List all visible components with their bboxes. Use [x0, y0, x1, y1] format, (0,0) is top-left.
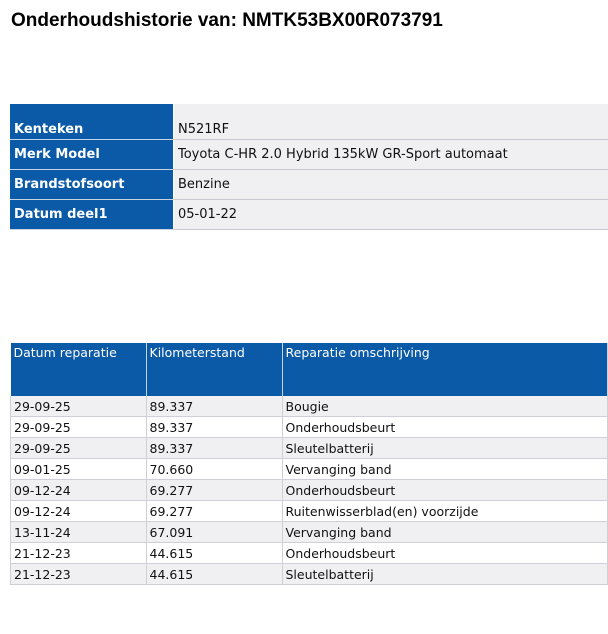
kilometerstand-cell: 44.615 — [146, 563, 283, 585]
table-row: 13-11-24 67.091 Vervanging band — [10, 521, 608, 543]
info-row-merk-model: Merk Model Toyota C-HR 2.0 Hybrid 135kW G… — [10, 139, 608, 170]
kilometerstand-cell: 44.615 — [146, 542, 283, 564]
omschrijving-cell: Ruitenwisserblad(en) voorzijde — [282, 500, 608, 522]
kilometerstand-cell: 67.091 — [146, 521, 283, 543]
table-row: 09-12-24 69.277 Onderhoudsbeurt — [10, 479, 608, 501]
info-value: N521RF — [173, 104, 608, 140]
omschrijving-cell: Onderhoudsbeurt — [282, 479, 608, 501]
kilometerstand-cell: 69.277 — [146, 500, 283, 522]
page-title: Onderhoudshistorie van: NMTK53BX00R07379… — [11, 10, 443, 31]
datum-cell: 21-12-23 — [10, 542, 147, 564]
info-label: Datum deel1 — [10, 199, 174, 230]
table-row: 29-09-25 89.337 Bougie — [10, 396, 608, 417]
datum-cell: 09-12-24 — [10, 479, 147, 501]
kilometerstand-cell: 89.337 — [146, 396, 283, 417]
datum-cell: 13-11-24 — [10, 521, 147, 543]
kilometerstand-cell: 69.277 — [146, 479, 283, 501]
column-header-omschrijving: Reparatie omschrijving — [282, 343, 608, 396]
column-header-kilometerstand: Kilometerstand — [146, 343, 283, 396]
kilometerstand-cell: 70.660 — [146, 458, 283, 480]
omschrijving-cell: Onderhoudsbeurt — [282, 416, 608, 438]
table-row: 29-09-25 89.337 Sleutelbatterij — [10, 437, 608, 459]
kilometerstand-cell: 89.337 — [146, 437, 283, 459]
omschrijving-cell: Vervanging band — [282, 521, 608, 543]
datum-cell: 09-12-24 — [10, 500, 147, 522]
datum-cell: 09-01-25 — [10, 458, 147, 480]
info-label: Brandstofsoort — [10, 169, 174, 200]
vehicle-info-table: Kenteken N521RF Merk Model Toyota C-HR 2.0… — [10, 104, 608, 230]
info-value: Benzine — [173, 169, 608, 200]
datum-cell: 29-09-25 — [10, 416, 147, 438]
table-row: 21-12-23 44.615 Sleutelbatterij — [10, 563, 608, 585]
omschrijving-cell: Onderhoudsbeurt — [282, 542, 608, 564]
info-row-datum-deel1: Datum deel1 05-01-22 — [10, 199, 608, 230]
info-value: Toyota C-HR 2.0 Hybrid 135kW GR-Sport au… — [173, 139, 608, 170]
kilometerstand-cell: 89.337 — [146, 416, 283, 438]
omschrijving-cell: Vervanging band — [282, 458, 608, 480]
table-row: 09-01-25 70.660 Vervanging band — [10, 458, 608, 480]
omschrijving-cell: Sleutelbatterij — [282, 437, 608, 459]
datum-cell: 29-09-25 — [10, 437, 147, 459]
info-value: 05-01-22 — [173, 199, 608, 230]
table-row: 09-12-24 69.277 Ruitenwisserblad(en) voorz… — [10, 500, 608, 522]
omschrijving-cell: Bougie — [282, 396, 608, 417]
info-row-brandstofsoort: Brandstofsoort Benzine — [10, 169, 608, 200]
datum-cell: 21-12-23 — [10, 563, 147, 585]
info-label: Kenteken — [10, 104, 174, 140]
table-header-row: Datum reparatie Kilometerstand Reparatie… — [10, 343, 608, 396]
info-row-kenteken: Kenteken N521RF — [10, 104, 608, 140]
info-label: Merk Model — [10, 139, 174, 170]
repair-history-table: Datum reparatie Kilometerstand Reparatie… — [10, 343, 608, 585]
datum-cell: 29-09-25 — [10, 396, 147, 417]
column-header-datum: Datum reparatie — [10, 343, 147, 396]
table-row: 29-09-25 89.337 Onderhoudsbeurt — [10, 416, 608, 438]
table-row: 21-12-23 44.615 Onderhoudsbeurt — [10, 542, 608, 564]
omschrijving-cell: Sleutelbatterij — [282, 563, 608, 585]
